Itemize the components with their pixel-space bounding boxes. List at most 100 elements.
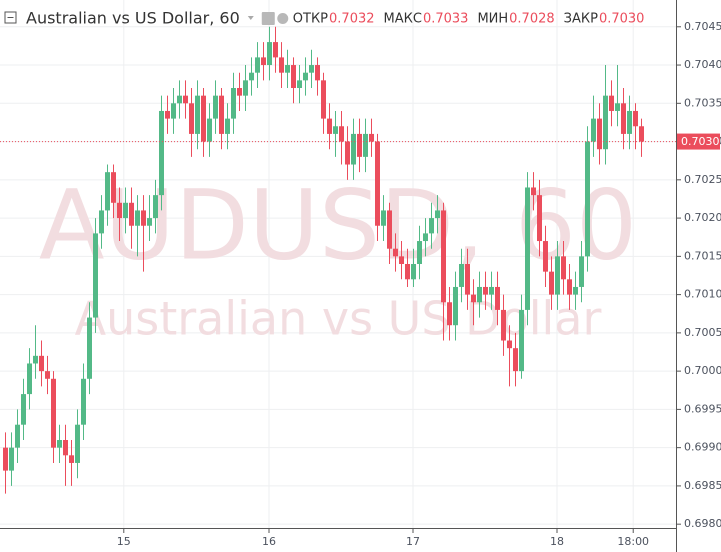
candle-body: [411, 264, 416, 280]
candle-body: [111, 172, 116, 203]
candle-body: [231, 88, 236, 119]
candle-body: [315, 65, 320, 81]
candle-body: [597, 118, 602, 150]
candle-body: [525, 187, 530, 310]
candle-body: [195, 95, 200, 134]
x-tick-label: 17: [406, 535, 420, 548]
ohlc-name: МИН: [477, 12, 508, 27]
candle-body: [495, 286, 500, 310]
candle-body: [27, 363, 32, 395]
candle-body: [633, 110, 638, 127]
y-tick-label: 0.6980: [684, 517, 721, 530]
last-price-label: 0.7030: [681, 135, 720, 148]
candle-body: [387, 210, 392, 249]
candle-body: [267, 42, 272, 66]
y-tick-label: 0.7000: [684, 364, 721, 377]
collapse-icon[interactable]: [4, 11, 17, 24]
candle-body: [573, 286, 578, 295]
candle-body: [567, 279, 572, 295]
candle-body: [591, 118, 596, 142]
candle-body: [465, 264, 470, 295]
candle-body: [291, 65, 296, 88]
candle-body: [177, 95, 182, 104]
candle-body: [261, 57, 266, 66]
y-tick-label: 0.7020: [684, 211, 721, 224]
candle-body: [423, 233, 428, 242]
candle-body: [393, 248, 398, 257]
candle-body: [459, 264, 464, 287]
candle-body: [117, 202, 122, 219]
ohlc-name: ЗАКР: [564, 12, 598, 27]
candle-body: [171, 103, 176, 119]
candle-body: [201, 95, 206, 142]
candle-body: [447, 302, 452, 326]
candle-body: [9, 447, 14, 471]
candle-body: [417, 241, 422, 264]
y-tick-label: 0.6990: [684, 441, 721, 454]
candle-body: [189, 103, 194, 134]
candle-body: [243, 80, 248, 96]
candle-body: [57, 440, 62, 448]
candle-body: [369, 133, 374, 142]
candle-body: [555, 256, 560, 295]
y-tick-label: 0.7045: [684, 20, 721, 33]
candle-body: [129, 202, 134, 226]
candle-body: [273, 42, 278, 58]
candle-body: [453, 286, 458, 326]
x-tick-label: 15: [117, 535, 131, 548]
candle-body: [375, 141, 380, 226]
chart-title: Australian vs US Dollar, 60: [26, 9, 240, 28]
candle-body: [471, 294, 476, 303]
y-tick-label: 0.6995: [684, 402, 721, 415]
candle-body: [615, 103, 620, 111]
candle-body: [429, 218, 434, 234]
candle-body: [333, 126, 338, 134]
candle-body: [519, 309, 524, 372]
candle-body: [321, 80, 326, 119]
candle-body: [105, 172, 110, 211]
candle-body: [207, 118, 212, 142]
ohlc-value: 0.7030: [599, 12, 645, 27]
candle-body: [21, 394, 26, 425]
candle-body: [441, 210, 446, 303]
candle-body: [531, 187, 536, 196]
candle-body: [225, 118, 230, 134]
candle-body: [3, 447, 8, 471]
candle-body: [627, 110, 632, 134]
candle-body: [165, 110, 170, 119]
candle-body: [513, 348, 518, 372]
y-tick-label: 0.7010: [684, 288, 721, 301]
candle-body: [141, 210, 146, 226]
axes: 0.6980 0.6985 0.6990 0.6995 0.7000 0.7005 0.70…: [117, 20, 721, 548]
candle-body: [489, 286, 494, 295]
candle-body: [585, 141, 590, 257]
candle-body: [81, 378, 86, 425]
candle-body: [183, 95, 188, 104]
candle-body: [303, 72, 308, 81]
candle-body: [621, 103, 626, 134]
candle-body: [279, 57, 284, 73]
candle-body: [213, 95, 218, 119]
candle-body: [297, 80, 302, 88]
candle-body: [63, 440, 68, 456]
y-tick-label: 0.7005: [684, 326, 721, 339]
candle-body: [507, 340, 512, 349]
candle-body: [483, 286, 488, 295]
candle-body: [363, 133, 368, 157]
ohlc-value: 0.7033: [423, 12, 469, 27]
candle-body: [309, 65, 314, 73]
candle-body: [39, 355, 44, 372]
candle-body: [51, 378, 56, 448]
candle-body: [579, 256, 584, 287]
candle-body: [543, 241, 548, 272]
candle-body: [123, 202, 128, 219]
y-tick-label: 0.7040: [684, 58, 721, 71]
candle-body: [75, 424, 80, 463]
candle-body: [327, 118, 332, 134]
candle-body: [237, 88, 242, 96]
candle-body: [285, 65, 290, 73]
candle-body: [399, 256, 404, 264]
x-tick-label: 16: [262, 535, 276, 548]
